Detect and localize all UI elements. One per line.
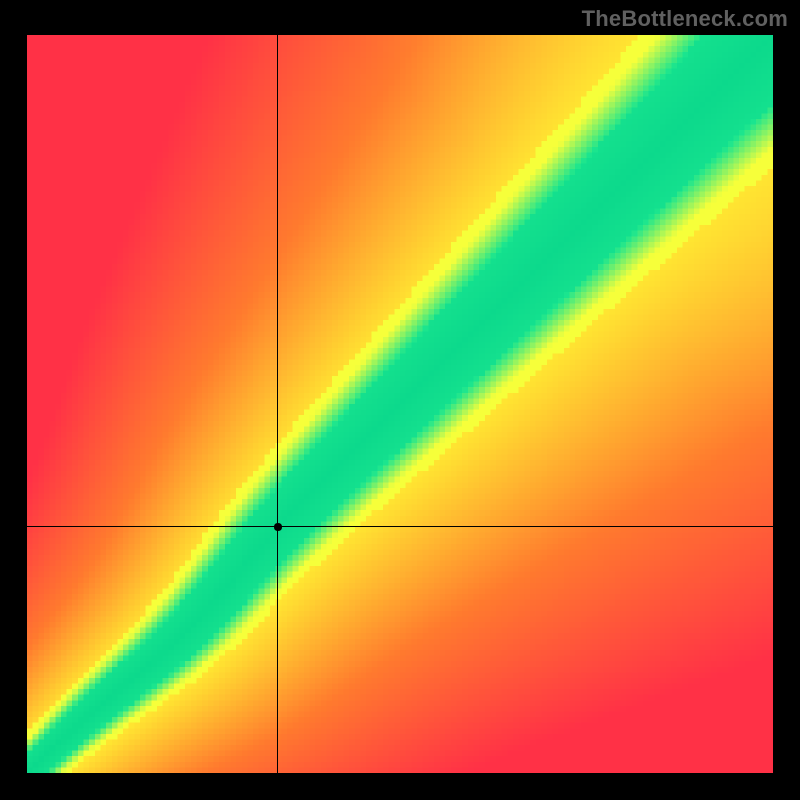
crosshair-vertical — [277, 35, 278, 773]
crosshair-horizontal — [27, 526, 773, 527]
crosshair-dot — [273, 522, 283, 532]
bottleneck-heatmap — [27, 35, 773, 773]
watermark-text: TheBottleneck.com — [582, 6, 788, 32]
